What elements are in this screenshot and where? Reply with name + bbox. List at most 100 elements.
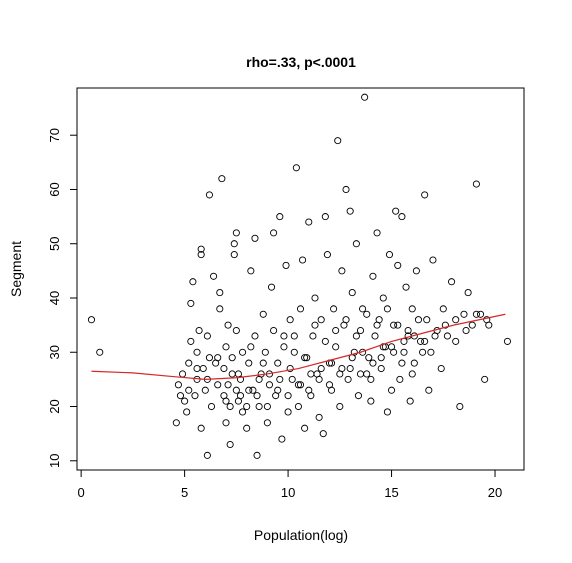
data-point xyxy=(267,283,276,291)
data-point xyxy=(317,364,325,373)
data-point xyxy=(406,397,414,405)
data-point xyxy=(296,305,305,313)
data-point xyxy=(222,343,230,351)
data-point xyxy=(377,364,385,373)
data-point xyxy=(193,348,201,356)
data-point xyxy=(224,381,232,389)
data-point xyxy=(232,229,240,237)
data-point xyxy=(315,375,323,383)
data-point xyxy=(274,386,282,394)
data-point xyxy=(367,375,375,383)
data-point xyxy=(259,310,267,318)
data-point xyxy=(410,359,418,367)
data-point xyxy=(87,316,96,324)
plot-frame xyxy=(76,87,525,471)
data-point xyxy=(96,348,104,356)
data-point xyxy=(307,370,315,378)
data-point xyxy=(390,321,398,329)
data-point xyxy=(441,321,449,329)
data-point xyxy=(305,386,313,394)
data-point xyxy=(282,261,290,269)
data-point xyxy=(224,321,232,329)
data-point xyxy=(245,386,253,394)
data-point xyxy=(419,348,427,356)
data-point xyxy=(203,332,211,340)
data-point xyxy=(189,278,197,286)
data-point xyxy=(172,419,180,427)
data-point xyxy=(176,392,185,400)
data-point xyxy=(416,337,425,345)
x-tick-label: 20 xyxy=(488,485,502,500)
data-point xyxy=(174,381,182,389)
data-point xyxy=(348,289,356,297)
data-point xyxy=(421,337,429,345)
data-point xyxy=(207,402,216,411)
data-point xyxy=(288,375,296,383)
data-point xyxy=(178,370,187,378)
data-point xyxy=(346,207,354,215)
data-point xyxy=(183,408,191,416)
data-point xyxy=(263,419,271,427)
data-point xyxy=(452,337,460,345)
data-point xyxy=(352,332,360,340)
data-point xyxy=(321,213,329,221)
data-point xyxy=(197,245,205,253)
data-point xyxy=(255,375,263,383)
data-point xyxy=(261,348,269,356)
data-point xyxy=(292,164,300,172)
data-point xyxy=(276,375,284,383)
data-point xyxy=(412,267,420,275)
data-point xyxy=(383,305,391,313)
data-point xyxy=(452,316,460,324)
data-point xyxy=(323,251,331,259)
data-point xyxy=(181,397,189,405)
data-point xyxy=(205,191,213,199)
x-tick-label: 15 xyxy=(384,485,398,500)
data-point xyxy=(377,354,385,362)
data-point xyxy=(443,332,451,340)
data-point xyxy=(363,310,371,318)
data-point xyxy=(317,316,325,324)
data-point xyxy=(276,213,284,221)
data-point xyxy=(278,435,286,443)
data-point xyxy=(311,294,319,302)
data-point xyxy=(373,229,381,237)
data-point xyxy=(286,316,294,324)
x-tick-label: 0 xyxy=(78,485,85,500)
data-point xyxy=(408,305,416,313)
data-point xyxy=(346,364,354,373)
data-point xyxy=(369,359,377,367)
data-point xyxy=(332,343,340,351)
data-point xyxy=(220,364,228,373)
data-point xyxy=(243,402,251,411)
data-point xyxy=(394,261,402,269)
data-point xyxy=(472,310,480,318)
data-point xyxy=(388,343,396,351)
data-point xyxy=(388,386,396,394)
y-tick-label: 30 xyxy=(47,345,62,359)
data-point xyxy=(280,332,288,340)
data-point xyxy=(247,343,255,351)
data-point xyxy=(439,305,447,313)
data-point xyxy=(301,424,309,432)
data-point xyxy=(336,402,344,411)
y-tick-label: 40 xyxy=(47,291,62,305)
data-point xyxy=(448,278,456,286)
data-point xyxy=(394,321,402,329)
data-point xyxy=(222,419,230,427)
data-point xyxy=(280,343,288,351)
data-point xyxy=(404,326,412,335)
data-point xyxy=(359,305,367,313)
data-point xyxy=(468,321,476,329)
data-point xyxy=(365,354,373,362)
data-point xyxy=(203,451,211,459)
data-point xyxy=(290,348,298,356)
data-point xyxy=(214,381,222,389)
y-axis-label: Segment xyxy=(8,241,24,297)
data-point xyxy=(315,413,323,421)
data-point xyxy=(284,392,292,400)
data-point xyxy=(270,229,278,237)
data-point xyxy=(274,359,282,367)
data-point xyxy=(185,359,193,367)
y-tick-label: 20 xyxy=(47,399,62,413)
